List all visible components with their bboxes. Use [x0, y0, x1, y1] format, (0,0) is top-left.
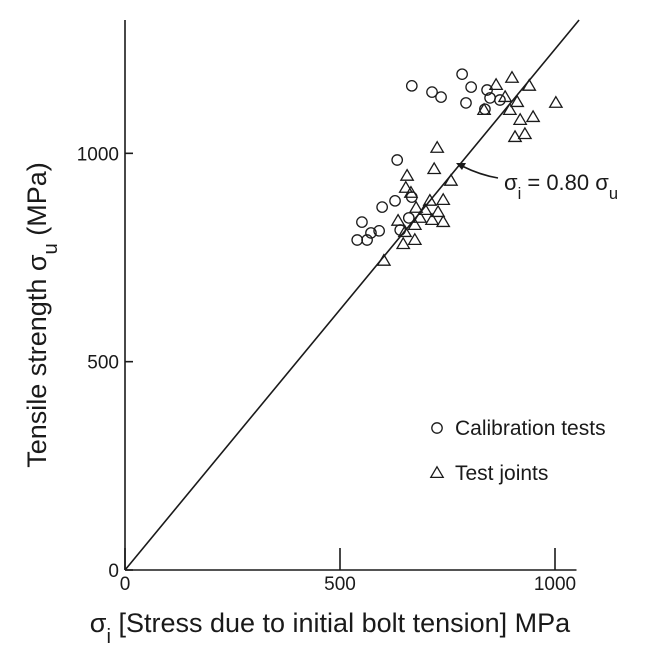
marker-triangle	[376, 253, 392, 266]
marker-circle	[351, 234, 364, 246]
marker-circle	[465, 81, 477, 93]
marker-circle	[481, 84, 493, 96]
marker-circle	[435, 91, 447, 103]
marker-triangle	[548, 95, 564, 108]
marker-circle	[361, 234, 373, 246]
arrow-head	[456, 163, 466, 170]
fit-label-sub: i	[518, 185, 522, 203]
marker-triangle	[407, 217, 423, 230]
marker-triangle	[424, 212, 440, 225]
marker-triangle	[512, 112, 528, 125]
y-tick-label: 500	[87, 353, 119, 374]
fit-label-part: σ	[504, 170, 518, 195]
marker-triangle	[408, 200, 424, 213]
marker-triangle	[407, 232, 423, 245]
marker-triangle	[426, 161, 442, 175]
marker-triangle	[488, 77, 504, 90]
marker-triangle	[502, 102, 518, 115]
marker-circle	[376, 201, 388, 213]
fit-line	[124, 19, 580, 571]
marker-circle	[456, 68, 468, 81]
x-axis-label-part: σ	[90, 608, 107, 638]
y-tick-label: 0	[108, 561, 119, 582]
annotation-arrow	[461, 165, 499, 179]
x-tick-label: 0	[120, 574, 131, 595]
marker-circle	[391, 154, 404, 166]
marker-triangle	[395, 236, 411, 250]
marker-triangle	[507, 129, 523, 143]
x-axis-label: σi [Stress due to initial bolt tension] …	[90, 608, 571, 646]
x-axis-label-part: [Stress due to initial bolt tension] MPa	[111, 608, 571, 638]
marker-triangle	[429, 465, 445, 478]
marker-triangle	[417, 202, 433, 215]
marker-circle	[494, 94, 506, 106]
legend-label: Calibration tests	[455, 417, 606, 440]
fit-label-sub: u	[609, 185, 618, 203]
marker-triangle	[399, 168, 415, 181]
marker-circle	[426, 86, 438, 98]
x-tick-label: 1000	[534, 574, 576, 595]
marker-triangle	[509, 94, 525, 108]
fit-label-part: = 0.80 σ	[521, 170, 609, 195]
marker-triangle	[521, 78, 537, 91]
marker-circle	[405, 79, 418, 92]
marker-circle	[402, 212, 415, 224]
marker-circle	[389, 194, 401, 207]
marker-circle	[365, 227, 377, 239]
fit-label: σi = 0.80 σu	[504, 170, 618, 203]
marker-triangle	[397, 224, 413, 238]
marker-triangle	[504, 70, 520, 83]
marker-triangle	[443, 173, 459, 186]
y-axis-label-sub: u	[40, 243, 62, 254]
marker-circle	[373, 224, 385, 237]
marker-triangle	[398, 180, 414, 193]
marker-triangle	[403, 185, 419, 198]
legend-label: Test joints	[455, 462, 548, 485]
y-axis-label: Tensile strength σu (MPa)	[22, 162, 62, 468]
marker-triangle	[517, 126, 533, 140]
marker-triangle	[390, 213, 406, 226]
marker-circle	[431, 422, 443, 434]
marker-triangle	[422, 193, 438, 206]
marker-triangle	[429, 140, 445, 153]
marker-triangle	[476, 102, 492, 115]
x-tick-label: 500	[324, 574, 356, 595]
marker-triangle	[435, 192, 451, 205]
marker-triangle	[412, 210, 428, 223]
y-tick-label: 1000	[77, 144, 119, 165]
y-axis-label-part: Tensile strength σ	[22, 254, 52, 468]
marker-circle	[460, 97, 472, 109]
marker-triangle	[497, 89, 513, 103]
marker-circle	[356, 216, 368, 228]
marker-triangle	[435, 214, 451, 228]
x-axis-label-sub: i	[106, 626, 111, 646]
marker-triangle	[525, 109, 541, 123]
marker-triangle	[430, 204, 446, 218]
y-axis-label-part: (MPa)	[22, 162, 52, 243]
